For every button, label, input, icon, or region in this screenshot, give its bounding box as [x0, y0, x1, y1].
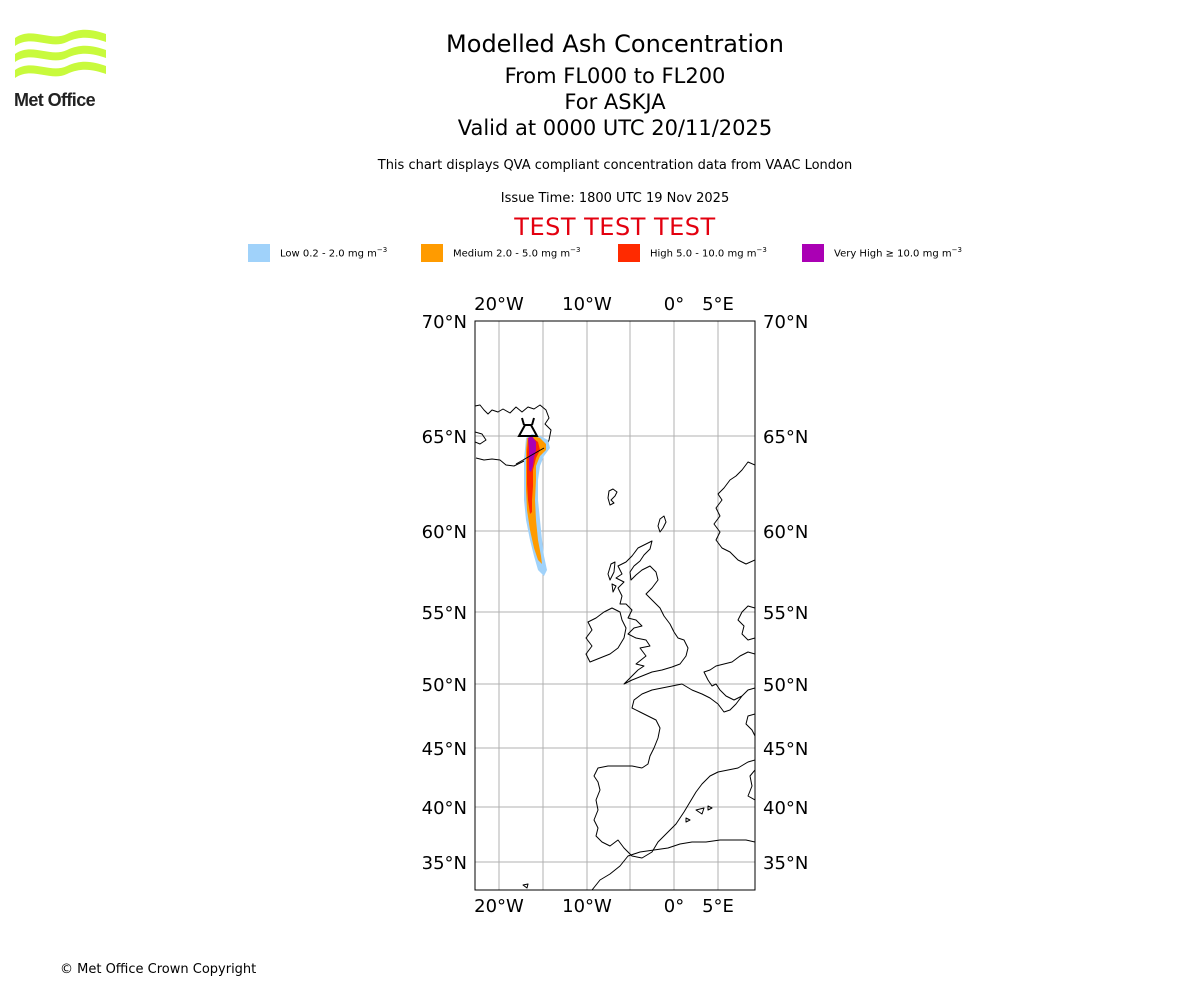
- lat-tick-left-4: 50°N: [422, 675, 467, 696]
- legend-label-low: Low 0.2 - 2.0 mg m−3: [280, 246, 388, 260]
- ash-plume-very-high: [528, 436, 536, 472]
- lat-tick-left-0: 70°N: [422, 312, 467, 333]
- ash-plume: [524, 434, 550, 576]
- coastlines: [475, 404, 755, 890]
- chart-description: This chart displays QVA compliant concen…: [377, 158, 853, 173]
- lat-tick-right-1: 65°N: [763, 427, 808, 448]
- volcano-name: For ASKJA: [564, 90, 666, 114]
- coastline-great-britain: [615, 540, 689, 685]
- met-office-waves-icon: [15, 29, 106, 78]
- coastline-north-africa: [591, 839, 755, 890]
- lat-tick-right-3: 55°N: [763, 603, 808, 624]
- lon-tick-bottom-1: 10°W: [562, 896, 612, 917]
- lat-tick-left-7: 35°N: [422, 853, 467, 874]
- lat-tick-left-5: 45°N: [422, 739, 467, 760]
- coastline-continental-europe: [631, 651, 755, 769]
- lon-tick-top-1: 10°W: [562, 294, 612, 315]
- flight-level-range: From FL000 to FL200: [504, 64, 726, 88]
- chart-title: Modelled Ash Concentration: [446, 30, 784, 58]
- legend-swatch-medium: [421, 244, 443, 262]
- coastline-balearic: [685, 805, 713, 823]
- coastline-shetland: [657, 515, 667, 533]
- volcano-marker: [515, 417, 545, 465]
- lat-tick-right-6: 40°N: [763, 798, 808, 819]
- logo-text: Met Office: [14, 90, 96, 110]
- tick-labels: 20°W 10°W 0° 5°E 20°W 10°W 0° 5°E 70°N 6…: [422, 294, 809, 917]
- legend-swatch-low: [248, 244, 270, 262]
- plume-axis-line: [515, 447, 545, 465]
- issue-time: Issue Time: 1800 UTC 19 Nov 2025: [500, 191, 730, 206]
- coastline-norway: [713, 461, 755, 565]
- lat-tick-left-3: 55°N: [422, 603, 467, 624]
- coastline-hebrides: [607, 561, 617, 593]
- lat-tick-right-7: 35°N: [763, 853, 808, 874]
- volcano-icon-smoke: [521, 417, 535, 426]
- lat-tick-right-4: 50°N: [763, 675, 808, 696]
- legend-label-medium: Medium 2.0 - 5.0 mg m−3: [453, 246, 581, 260]
- coastline-corsica-sardinia: [747, 769, 755, 801]
- coastline-canary: [522, 883, 529, 889]
- lon-tick-top-3: 5°E: [702, 294, 734, 315]
- lon-tick-top-0: 20°W: [474, 294, 524, 315]
- lon-tick-bottom-2: 0°: [664, 896, 684, 917]
- lon-tick-top-2: 0°: [664, 294, 684, 315]
- volcano-icon: [517, 424, 539, 437]
- lat-tick-right-2: 60°N: [763, 522, 808, 543]
- legend-label-very-high: Very High ≥ 10.0 mg m−3: [834, 246, 962, 260]
- coastline-ireland: [585, 607, 627, 663]
- lat-tick-left-6: 40°N: [422, 798, 467, 819]
- legend-swatch-very-high: [802, 244, 824, 262]
- coastline-faroe: [607, 488, 618, 506]
- copyright: © Met Office Crown Copyright: [60, 962, 257, 977]
- coastline-iceland: [475, 404, 552, 467]
- met-office-logo: Met Office: [12, 28, 112, 114]
- lat-tick-left-1: 65°N: [422, 427, 467, 448]
- lat-tick-right-5: 45°N: [763, 739, 808, 760]
- map-frame: [474, 320, 756, 891]
- lon-tick-bottom-3: 5°E: [702, 896, 734, 917]
- legend-label-high: High 5.0 - 10.0 mg m−3: [650, 246, 767, 260]
- coastline-iberia: [593, 759, 755, 859]
- valid-time: Valid at 0000 UTC 20/11/2025: [457, 116, 773, 140]
- graticule: [475, 320, 755, 890]
- lat-tick-left-2: 60°N: [422, 522, 467, 543]
- lon-tick-bottom-0: 20°W: [474, 896, 524, 917]
- lat-tick-right-0: 70°N: [763, 312, 808, 333]
- coastline-italy: [745, 713, 755, 737]
- legend-swatch-high: [618, 244, 640, 262]
- coastline-denmark: [737, 605, 755, 641]
- test-banner: TEST TEST TEST: [514, 213, 716, 241]
